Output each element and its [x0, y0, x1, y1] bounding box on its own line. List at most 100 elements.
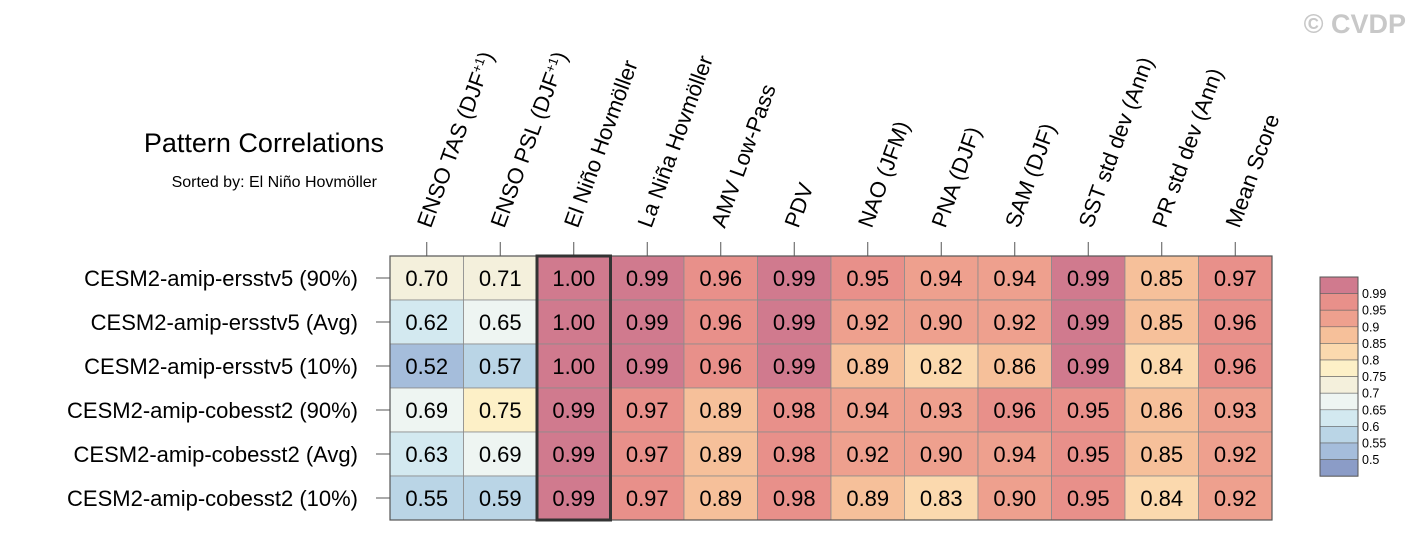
cell-value: 0.99: [773, 354, 816, 379]
cell-value: 0.90: [993, 486, 1036, 511]
colorbar-label: 0.5: [1362, 453, 1379, 467]
cell-value: 0.82: [920, 354, 963, 379]
heatmap-cell: [536, 431, 611, 477]
heatmap-cell: [536, 299, 611, 345]
column-label: SST std dev (Ann): [1073, 54, 1158, 231]
cell-value: 0.85: [1140, 266, 1183, 291]
cell-value: 0.96: [699, 266, 742, 291]
row-label: CESM2-amip-cobesst2 (90%): [67, 398, 358, 423]
colorbar-label: 0.65: [1362, 403, 1386, 417]
colorbar-swatch: [1319, 442, 1359, 460]
column-label: El Niño Hovmöller: [559, 57, 643, 231]
cell-value: 1.00: [552, 266, 595, 291]
cell-value: 0.92: [1214, 442, 1257, 467]
column-labels: ENSO TAS (DJF+1)ENSO PSL (DJF+1)El Niño …: [412, 48, 1285, 231]
cell-value: 0.55: [405, 486, 448, 511]
heatmap-cell: [757, 475, 832, 521]
row-label: CESM2-amip-ersstv5 (Avg): [91, 310, 358, 335]
cell-value: 0.96: [993, 398, 1036, 423]
heatmap-cell: [463, 387, 538, 433]
heatmap-cell: [610, 475, 685, 521]
cell-value: 0.92: [1214, 486, 1257, 511]
cell-value: 0.75: [479, 398, 522, 423]
heatmap-cell: [1051, 387, 1126, 433]
heatmap-cell: [610, 255, 685, 301]
heatmap-cell: [977, 431, 1052, 477]
heatmap-cell: [389, 299, 464, 345]
heatmap-cell: [830, 299, 905, 345]
heatmap-cell: [463, 475, 538, 521]
cell-value: 0.98: [773, 398, 816, 423]
cell-value: 0.92: [993, 310, 1036, 335]
cell-value: 0.89: [699, 442, 742, 467]
heatmap-cell: [977, 387, 1052, 433]
colorbar-swatch: [1319, 276, 1359, 294]
heatmap-cell: [1051, 299, 1126, 345]
cell-value: 0.95: [846, 266, 889, 291]
cell-value: 0.99: [552, 486, 595, 511]
cell-value: 0.90: [920, 442, 963, 467]
cell-value: 0.89: [846, 486, 889, 511]
heatmap-cell: [1198, 475, 1273, 521]
colorbar-label: 0.99: [1362, 287, 1386, 301]
cell-value: 0.97: [626, 398, 669, 423]
cell-value: 0.71: [479, 266, 522, 291]
column-label: PR std dev (Ann): [1147, 65, 1228, 231]
heatmap-cell: [463, 431, 538, 477]
cell-value: 0.85: [1140, 442, 1183, 467]
cell-value: 0.99: [773, 310, 816, 335]
heatmap-cell: [463, 299, 538, 345]
heatmap-cell: [389, 431, 464, 477]
colorbar-label: 0.75: [1362, 370, 1386, 384]
heatmap-cell: [1124, 299, 1199, 345]
cell-value: 0.96: [1214, 354, 1257, 379]
cell-value: 0.85: [1140, 310, 1183, 335]
column-label: Mean Score: [1220, 111, 1284, 231]
heatmap-cell: [683, 299, 758, 345]
heatmap-cell: [830, 387, 905, 433]
cell-value: 0.86: [1140, 398, 1183, 423]
heatmap-cell: [1198, 255, 1273, 301]
cell-value: 0.96: [1214, 310, 1257, 335]
heatmap-cell: [389, 343, 464, 389]
cell-value: 0.52: [405, 354, 448, 379]
colorbar-swatch: [1319, 392, 1359, 411]
heatmap-cell: [977, 475, 1052, 521]
cell-value: 0.95: [1067, 398, 1110, 423]
highlight-frame: [535, 254, 612, 522]
heatmap-cell: [1124, 343, 1199, 389]
cell-value: 0.99: [773, 266, 816, 291]
row-ticks: [376, 277, 390, 499]
cell-value: 1.00: [552, 354, 595, 379]
heatmap-cell: [904, 255, 979, 301]
heatmap-cell: [1198, 431, 1273, 477]
column-ticks: [426, 242, 1236, 256]
cell-value: 0.89: [699, 398, 742, 423]
watermark: © CVDP: [1304, 9, 1406, 39]
column-label: ENSO TAS (DJF+1): [412, 48, 499, 231]
heatmap-cell: [904, 343, 979, 389]
heatmap-cell: [757, 387, 832, 433]
cell-value: 0.99: [1067, 266, 1110, 291]
heatmap-border: [389, 255, 1273, 521]
colorbar-border: [1319, 276, 1359, 477]
cell-value: 0.84: [1140, 354, 1183, 379]
colorbar-label: 0.85: [1362, 337, 1386, 351]
cell-value: 0.93: [1214, 398, 1257, 423]
cell-value: 1.00: [552, 310, 595, 335]
cell-value: 0.92: [846, 442, 889, 467]
heatmap-cell: [757, 299, 832, 345]
cell-value: 0.65: [479, 310, 522, 335]
heatmap-cell-labels: 0.70 0.71 1.00 0.99 0.96 0.99 0.95 0.94 0.94 0.99…: [405, 266, 1256, 511]
colorbar-swatch: [1319, 293, 1359, 311]
cell-value: 0.95: [1067, 486, 1110, 511]
cell-value: 0.94: [920, 266, 963, 291]
cell-value: 0.86: [993, 354, 1036, 379]
cell-value: 0.99: [552, 398, 595, 423]
cell-value: 0.97: [626, 442, 669, 467]
cell-value: 0.90: [920, 310, 963, 335]
colorbar-label: 0.8: [1362, 354, 1379, 368]
cell-value: 0.97: [626, 486, 669, 511]
cell-value: 0.99: [626, 354, 669, 379]
